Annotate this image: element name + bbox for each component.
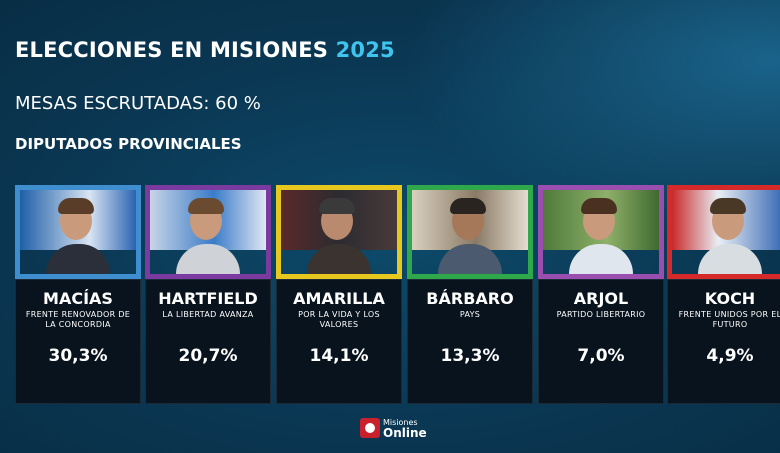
candidate-info: AMARILLA POR LA VIDA Y LOS VALORES 14,1% [276, 279, 402, 404]
candidate-info: HARTFIELD LA LIBERTAD AVANZA 20,7% [145, 279, 271, 404]
candidate-photo-frame [145, 185, 271, 279]
candidate-percent: 13,3% [440, 346, 500, 366]
candidate-percent: 30,3% [48, 346, 108, 366]
candidate-photo [543, 190, 659, 274]
candidate-percent: 4,9% [706, 346, 754, 366]
logo-text: Misiones Online [383, 418, 427, 440]
candidate-card: BÁRBARO PAYS 13,3% [407, 185, 533, 404]
candidate-info: ARJOL PARTIDO LIBERTARIO 7,0% [538, 279, 664, 404]
candidate-name: KOCH [704, 289, 756, 308]
candidate-info: BÁRBARO PAYS 13,3% [407, 279, 533, 404]
candidate-photo-frame [15, 185, 141, 279]
candidate-percent: 7,0% [577, 346, 625, 366]
candidate-percent: 14,1% [309, 346, 369, 366]
candidate-name: ARJOL [573, 289, 629, 308]
candidate-photo [150, 190, 266, 274]
candidate-photo-frame [276, 185, 402, 279]
candidate-party: FRENTE RENOVADOR DE LA CONCORDIA [25, 310, 131, 329]
candidate-party: PAYS [459, 310, 481, 319]
candidate-photo-frame [538, 185, 664, 279]
logo-line1: Misiones [383, 418, 418, 427]
candidate-name: AMARILLA [293, 289, 385, 308]
candidate-photo [20, 190, 136, 274]
candidate-photo [672, 190, 780, 274]
title-year: 2025 [335, 38, 395, 62]
candidate-party: FRENTE UNIDOS POR EL FUTURO [678, 310, 780, 329]
candidate-party: POR LA VIDA Y LOS VALORES [298, 310, 380, 329]
counted-tables-label: MESAS ESCRUTADAS: 60 % [15, 93, 261, 114]
logo-icon [360, 418, 380, 438]
candidate-card: HARTFIELD LA LIBERTAD AVANZA 20,7% [145, 185, 271, 404]
candidate-party: PARTIDO LIBERTARIO [556, 310, 646, 319]
candidate-card: MACÍAS FRENTE RENOVADOR DE LA CONCORDIA … [15, 185, 141, 404]
candidate-photo-frame [667, 185, 780, 279]
candidate-photo [412, 190, 528, 274]
candidate-photo-frame [407, 185, 533, 279]
candidate-name: BÁRBARO [426, 289, 514, 308]
candidate-card: ARJOL PARTIDO LIBERTARIO 7,0% [538, 185, 664, 404]
candidate-photo [281, 190, 397, 274]
brand-logo: Misiones Online [360, 418, 427, 440]
candidate-name: HARTFIELD [158, 289, 258, 308]
page-title: ELECCIONES EN MISIONES 2025 [15, 38, 395, 62]
candidate-info: KOCH FRENTE UNIDOS POR EL FUTURO 4,9% [667, 279, 780, 404]
candidate-card: AMARILLA POR LA VIDA Y LOS VALORES 14,1% [276, 185, 402, 404]
candidate-info: MACÍAS FRENTE RENOVADOR DE LA CONCORDIA … [15, 279, 141, 404]
candidate-name: MACÍAS [43, 289, 113, 308]
section-title: DIPUTADOS PROVINCIALES [15, 135, 242, 153]
candidate-card: KOCH FRENTE UNIDOS POR EL FUTURO 4,9% [667, 185, 780, 404]
candidate-party: LA LIBERTAD AVANZA [162, 310, 254, 319]
candidate-percent: 20,7% [178, 346, 238, 366]
logo-line2: Online [383, 426, 427, 440]
title-main: ELECCIONES EN MISIONES [15, 38, 329, 62]
